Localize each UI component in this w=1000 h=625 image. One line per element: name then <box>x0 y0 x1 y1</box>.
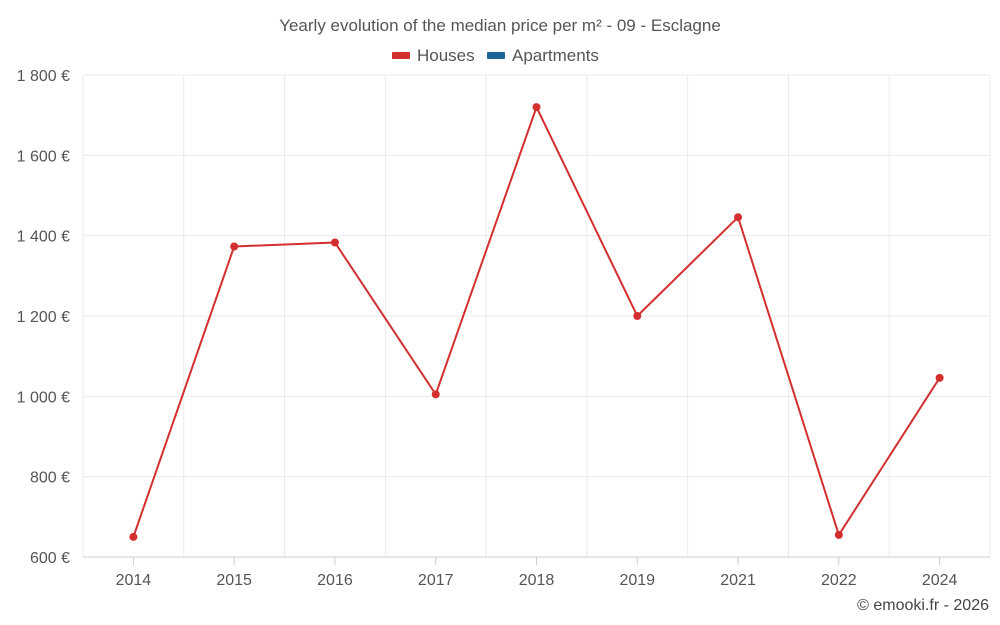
data-point-houses[interactable] <box>633 312 642 320</box>
x-tick-label: 2019 <box>619 572 655 589</box>
data-point-houses[interactable] <box>834 530 843 539</box>
legend-swatch-apartments <box>487 52 505 59</box>
x-tick-label: 2022 <box>821 572 857 589</box>
legend-item-houses[interactable]: Houses <box>392 46 475 65</box>
credit-text: © emooki.fr - 2026 <box>857 597 989 614</box>
legend: Houses Apartments <box>392 46 599 65</box>
data-point-houses[interactable] <box>532 103 541 112</box>
y-tick-label: 1 600 € <box>17 148 70 165</box>
x-tick-label: 2024 <box>922 572 958 589</box>
y-tick-label: 1 200 € <box>17 309 70 326</box>
data-point-houses[interactable] <box>935 373 944 382</box>
data-point-houses[interactable] <box>230 242 239 251</box>
x-tick-label: 2017 <box>418 572 454 589</box>
series-houses <box>129 103 944 541</box>
legend-label-apartments: Apartments <box>512 46 599 65</box>
data-point-houses[interactable] <box>330 238 339 247</box>
x-axis-ticks: 2014 2015 2016 2017 2018 2019 2021 2022 2024 <box>116 557 958 589</box>
x-tick-label: 2014 <box>116 572 152 589</box>
legend-label-houses: Houses <box>417 46 475 65</box>
data-point-houses[interactable] <box>734 213 743 222</box>
series-line-houses <box>132 106 941 538</box>
y-tick-label: 600 € <box>30 550 70 567</box>
y-axis-ticks: 600 € 800 € 1 000 € 1 200 € 1 400 € 1 600 € 1 … <box>17 68 70 567</box>
x-tick-label: 2015 <box>216 572 252 589</box>
x-tick-label: 2018 <box>519 572 555 589</box>
y-tick-label: 800 € <box>30 470 70 487</box>
y-tick-label: 1 400 € <box>17 229 70 246</box>
data-point-houses[interactable] <box>129 532 138 541</box>
chart-title: Yearly evolution of the median price per… <box>279 16 721 35</box>
x-tick-label: 2021 <box>720 572 756 589</box>
grid-lines <box>82 74 991 557</box>
data-point-houses[interactable] <box>431 390 440 399</box>
x-tick-label: 2016 <box>317 572 353 589</box>
y-tick-label: 1 000 € <box>17 389 70 406</box>
legend-swatch-houses <box>392 52 410 59</box>
y-tick-label: 1 800 € <box>17 68 70 85</box>
legend-item-apartments[interactable]: Apartments <box>487 46 599 65</box>
